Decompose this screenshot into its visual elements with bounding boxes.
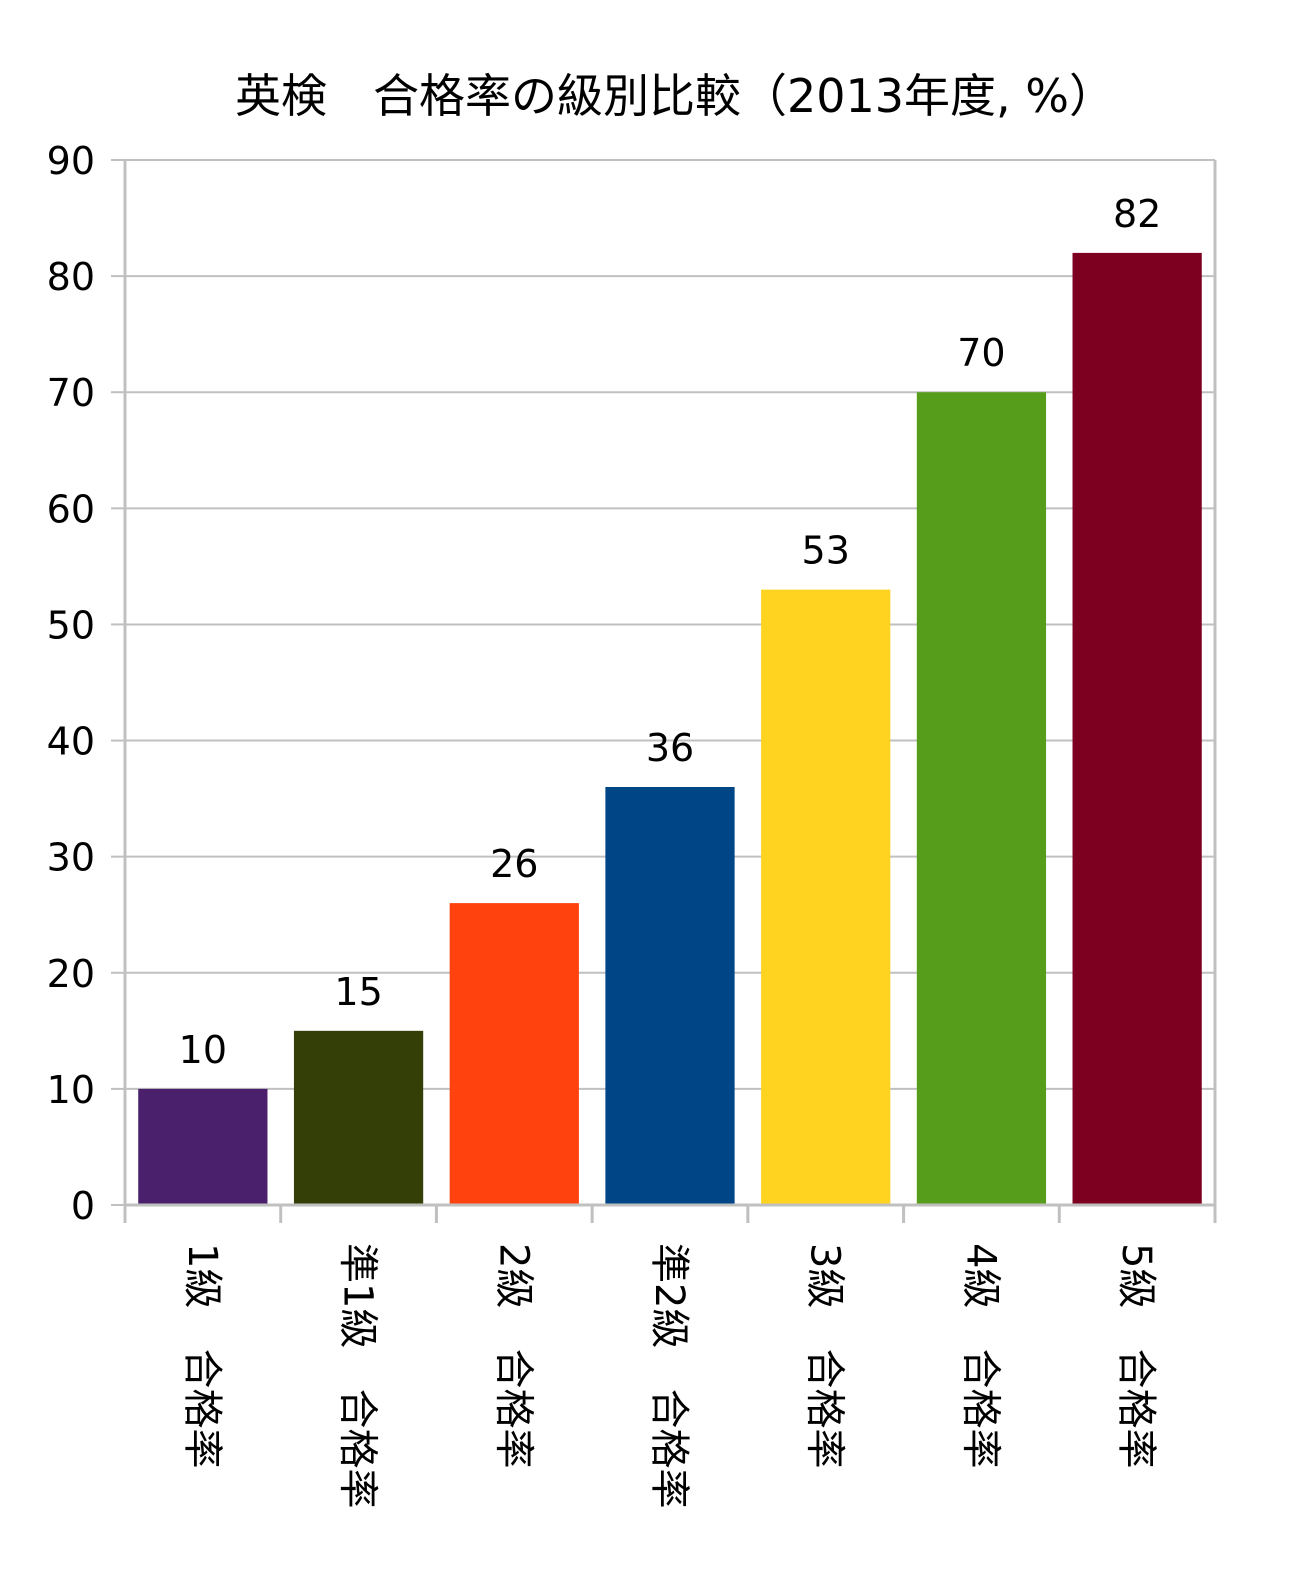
- y-tick-label: 50: [47, 603, 95, 647]
- y-tick-label: 90: [47, 139, 95, 183]
- category-label: 準2級 合格率: [646, 1243, 692, 1508]
- y-tick-label: 20: [47, 952, 95, 996]
- y-tick-label: 30: [47, 836, 95, 880]
- y-tick-label: 40: [47, 720, 95, 764]
- category-label: 4級 合格率: [957, 1243, 1003, 1468]
- category-labels: 1級 合格率 準1級 合格率 2級 合格率 準2級 合格率 3級 合格率 4級 合格率 5級…: [179, 1243, 1159, 1508]
- y-tick-label: 70: [47, 371, 95, 415]
- bar: [916, 392, 1047, 1205]
- y-tick-labels: 0 10 20 30 40 50 60 70 80 90: [47, 139, 95, 1228]
- y-tick-label: 10: [47, 1068, 95, 1112]
- bar: [138, 1088, 268, 1205]
- data-label: 26: [490, 842, 538, 886]
- bars: [138, 252, 1202, 1205]
- data-label: 82: [1113, 192, 1161, 236]
- data-label: 36: [646, 726, 694, 770]
- data-labels: 10 15 26 36 53 70 82: [179, 192, 1162, 1072]
- axes: [123, 160, 1217, 1223]
- bar: [449, 903, 579, 1205]
- bar: [605, 787, 735, 1205]
- category-label: 3級 合格率: [802, 1243, 848, 1468]
- data-label: 15: [334, 970, 382, 1014]
- y-tick-label: 80: [47, 255, 95, 299]
- bar: [293, 1030, 424, 1205]
- y-tick-label: 0: [71, 1184, 95, 1228]
- category-label: 1級 合格率: [179, 1243, 225, 1468]
- category-label: 2級 合格率: [490, 1243, 536, 1468]
- data-label: 10: [179, 1028, 227, 1072]
- bar: [1072, 252, 1202, 1205]
- category-label: 5級 合格率: [1113, 1243, 1159, 1468]
- bar: [761, 589, 891, 1205]
- data-label: 53: [802, 529, 850, 573]
- category-label: 準1級 合格率: [335, 1243, 381, 1508]
- chart-title: 英検 合格率の級別比較（2013年度, %）: [235, 69, 1115, 123]
- y-tick-label: 60: [47, 487, 95, 531]
- data-label: 70: [957, 331, 1005, 375]
